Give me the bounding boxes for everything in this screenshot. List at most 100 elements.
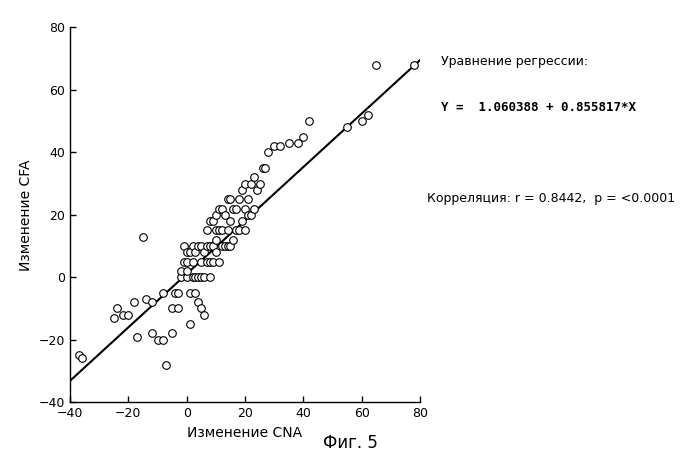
Point (117, 311, 128, 319)
Point (175, 274, 186, 281)
Point (216, 227, 228, 234)
Point (195, 258, 207, 265)
Point (231, 205, 242, 212)
Point (225, 196, 236, 203)
Point (216, 205, 228, 212)
Point (237, 218, 248, 225)
Point (202, 258, 213, 265)
Point (213, 205, 224, 212)
Point (222, 227, 233, 234)
Point (152, 336, 163, 343)
Point (248, 205, 259, 212)
Point (204, 242, 216, 250)
Point (187, 242, 198, 250)
Point (228, 236, 239, 244)
Point (181, 249, 193, 256)
Point (158, 289, 169, 297)
Point (213, 258, 224, 265)
Point (342, 124, 353, 131)
Point (122, 311, 134, 319)
Point (210, 236, 221, 244)
Point (199, 311, 210, 319)
Text: Корреляция: r = 0.8442,  p = <0.0001: Корреляция: r = 0.8442, p = <0.0001 (427, 192, 675, 205)
Point (178, 258, 189, 265)
Point (251, 186, 262, 193)
Point (274, 143, 286, 150)
Point (222, 196, 233, 203)
Point (172, 305, 183, 312)
Point (242, 196, 253, 203)
Point (184, 249, 195, 256)
Point (269, 143, 280, 150)
Point (167, 305, 178, 312)
Point (234, 227, 245, 234)
Point (187, 274, 198, 281)
Point (167, 330, 178, 337)
Point (409, 61, 420, 69)
Point (239, 205, 251, 212)
Point (195, 242, 207, 250)
Point (248, 174, 259, 181)
Point (304, 117, 315, 125)
Point (204, 218, 216, 225)
Point (204, 258, 216, 265)
Point (260, 165, 271, 172)
Text: Уравнение регрессии:: Уравнение регрессии: (441, 55, 588, 68)
Point (190, 274, 201, 281)
Point (292, 139, 303, 147)
Point (262, 149, 274, 156)
Point (216, 242, 228, 250)
Point (242, 211, 253, 218)
Point (254, 180, 265, 187)
Point (181, 274, 193, 281)
Point (111, 305, 122, 312)
Point (178, 242, 189, 250)
Point (137, 233, 148, 240)
Point (175, 267, 186, 275)
Point (132, 333, 143, 340)
Point (184, 320, 195, 328)
Point (181, 258, 193, 265)
Text: Фиг. 5: Фиг. 5 (323, 435, 377, 452)
Point (76, 355, 88, 362)
Point (228, 205, 239, 212)
Y-axis label: Изменение CFA: Изменение CFA (19, 159, 33, 271)
Point (190, 249, 201, 256)
Point (172, 289, 183, 297)
Point (202, 227, 213, 234)
Point (187, 258, 198, 265)
Point (202, 242, 213, 250)
Point (207, 218, 218, 225)
Point (231, 227, 242, 234)
Point (190, 289, 201, 297)
Point (160, 361, 172, 368)
Point (298, 133, 309, 140)
Point (219, 211, 230, 218)
Point (234, 196, 245, 203)
Point (257, 165, 268, 172)
Point (371, 61, 382, 69)
Point (158, 336, 169, 343)
Point (213, 227, 224, 234)
Point (219, 242, 230, 250)
Point (108, 314, 119, 322)
Point (129, 298, 140, 306)
Point (193, 242, 204, 250)
Point (239, 227, 251, 234)
Point (239, 180, 251, 187)
Point (169, 289, 181, 297)
Point (74, 352, 84, 359)
Text: Y =  1.060388 + 0.855817*X: Y = 1.060388 + 0.855817*X (441, 101, 636, 113)
Point (207, 258, 218, 265)
X-axis label: Изменение CNA: Изменение CNA (188, 425, 302, 440)
Point (222, 242, 233, 250)
Point (356, 117, 368, 125)
Point (283, 139, 294, 147)
Point (193, 274, 204, 281)
Point (146, 330, 158, 337)
Point (210, 227, 221, 234)
Point (199, 249, 210, 256)
Point (146, 298, 158, 306)
Point (245, 180, 256, 187)
Point (225, 242, 236, 250)
